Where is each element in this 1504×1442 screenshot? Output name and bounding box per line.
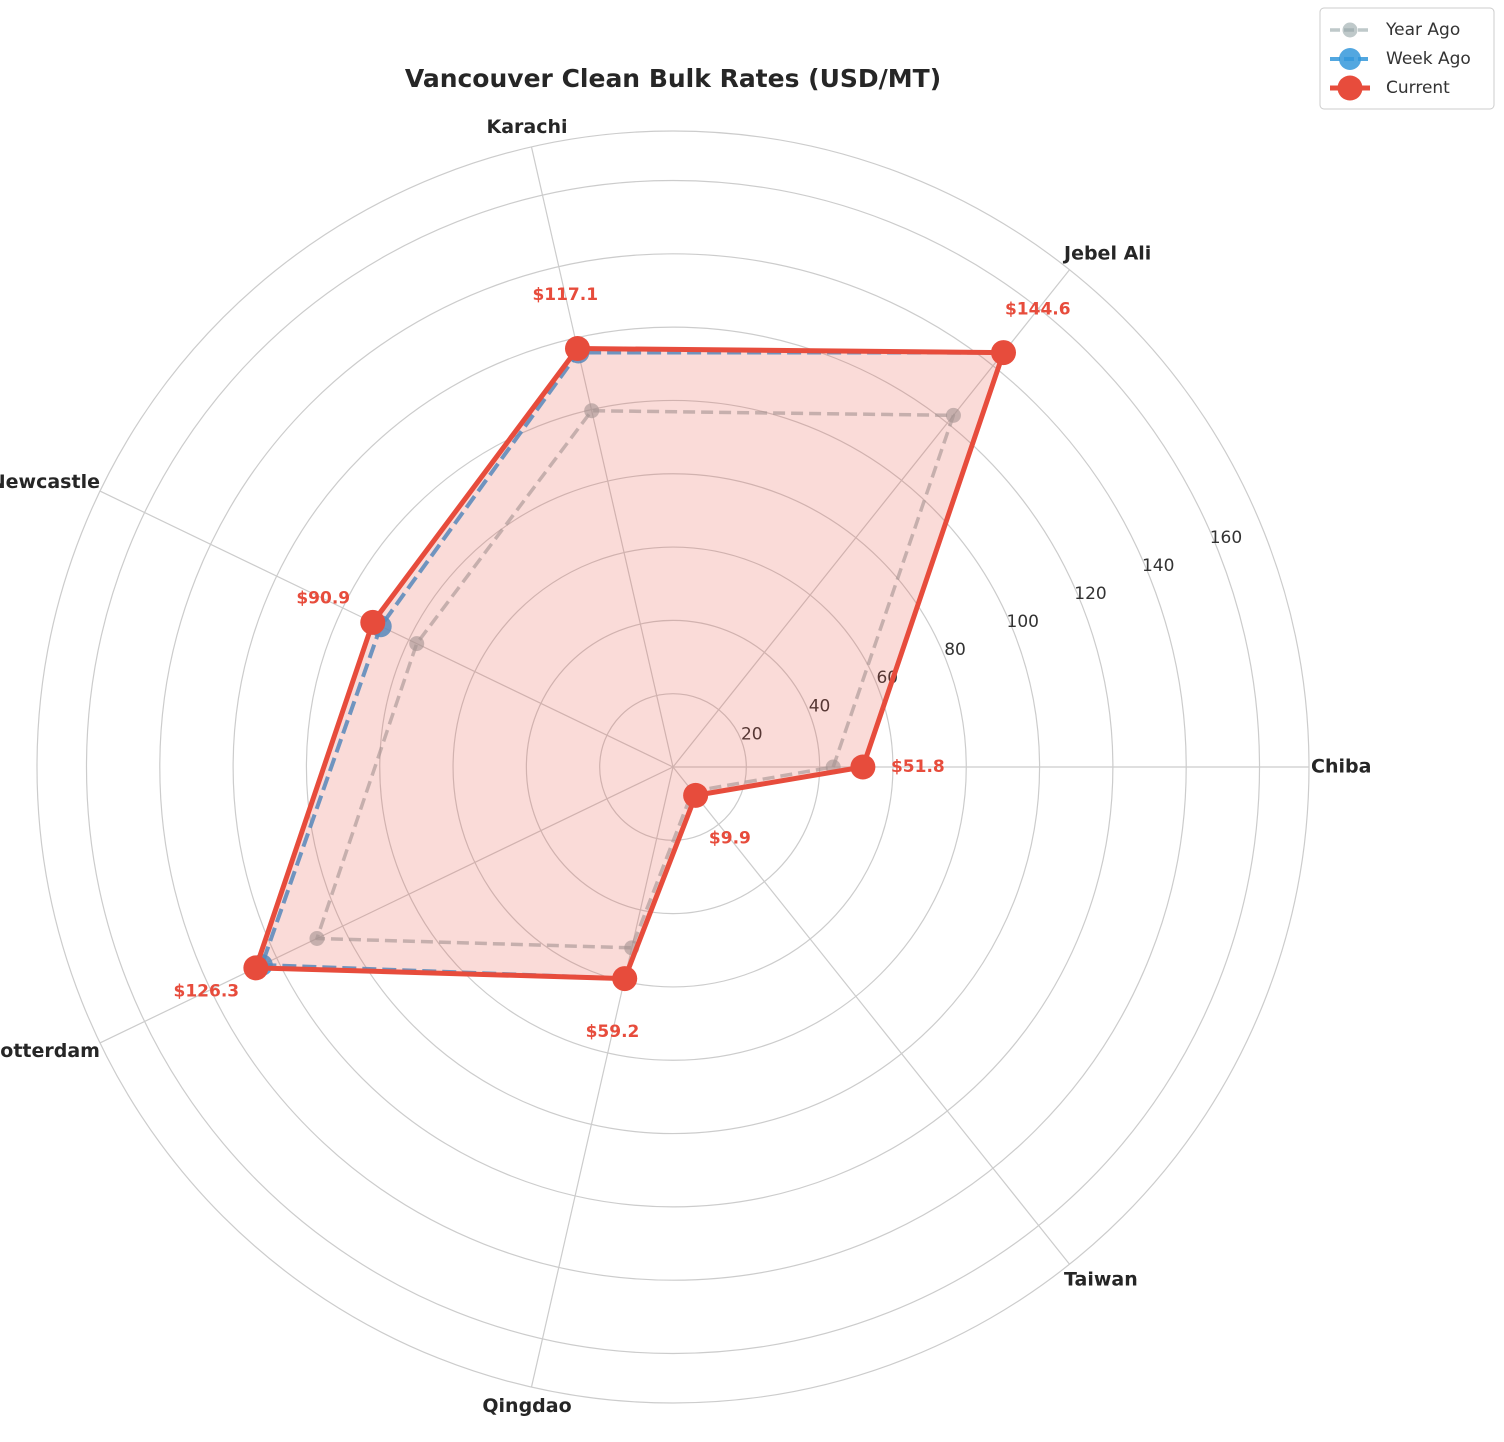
- legend-marker: [1342, 22, 1358, 38]
- r-tick-label: 20: [741, 724, 763, 744]
- category-label: Chiba: [1311, 756, 1371, 778]
- grid-spoke: [530, 766, 674, 1388]
- category-label: Karachi: [487, 116, 568, 138]
- legend-marker: [1339, 48, 1361, 70]
- series-marker: [683, 782, 709, 808]
- grid-spoke: [672, 766, 1071, 1265]
- series-marker: [564, 336, 590, 362]
- category-label: Newcastle: [0, 471, 100, 493]
- value-label: $117.1: [532, 285, 598, 305]
- value-label: $9.9: [709, 828, 751, 848]
- value-label: $51.8: [891, 757, 945, 777]
- legend-box: [1319, 7, 1495, 110]
- series-marker: [945, 407, 961, 423]
- value-label: $90.9: [296, 589, 350, 609]
- r-tick-label: 80: [944, 640, 966, 660]
- series-marker: [584, 403, 600, 419]
- legend-label: Week Ago: [1386, 49, 1471, 69]
- category-label: Qingdao: [482, 1395, 571, 1417]
- category-label: Taiwan: [1064, 1268, 1138, 1290]
- category-label: Jebel Ali: [1062, 243, 1151, 265]
- legend-marker: [1337, 75, 1363, 101]
- series-marker: [409, 636, 425, 652]
- value-label: $59.2: [586, 1022, 640, 1042]
- r-tick-label: 160: [1210, 528, 1242, 548]
- category-label: Rotterdam: [0, 1040, 100, 1062]
- chart-title: Vancouver Clean Bulk Rates (USD/MT): [405, 64, 941, 93]
- legend-label: Current: [1386, 78, 1450, 98]
- value-label: $126.3: [174, 982, 240, 1002]
- series-marker: [309, 930, 325, 946]
- series-marker: [612, 966, 638, 992]
- r-tick-label: 140: [1142, 556, 1174, 576]
- series-marker: [360, 609, 386, 635]
- series-marker: [990, 340, 1016, 366]
- r-tick-label: 100: [1007, 612, 1039, 632]
- r-tick-label: 40: [809, 696, 831, 716]
- r-tick-label: 120: [1074, 584, 1106, 604]
- grid-spoke: [99, 766, 674, 1044]
- grid-spoke: [530, 146, 674, 768]
- series-area: [255, 348, 1004, 979]
- series-line: [253, 346, 1006, 982]
- value-label: $144.6: [1005, 300, 1071, 320]
- series-marker: [850, 754, 876, 780]
- legend-label: Year Ago: [1385, 20, 1460, 40]
- series-line: [315, 408, 956, 950]
- series-marker: [243, 955, 269, 981]
